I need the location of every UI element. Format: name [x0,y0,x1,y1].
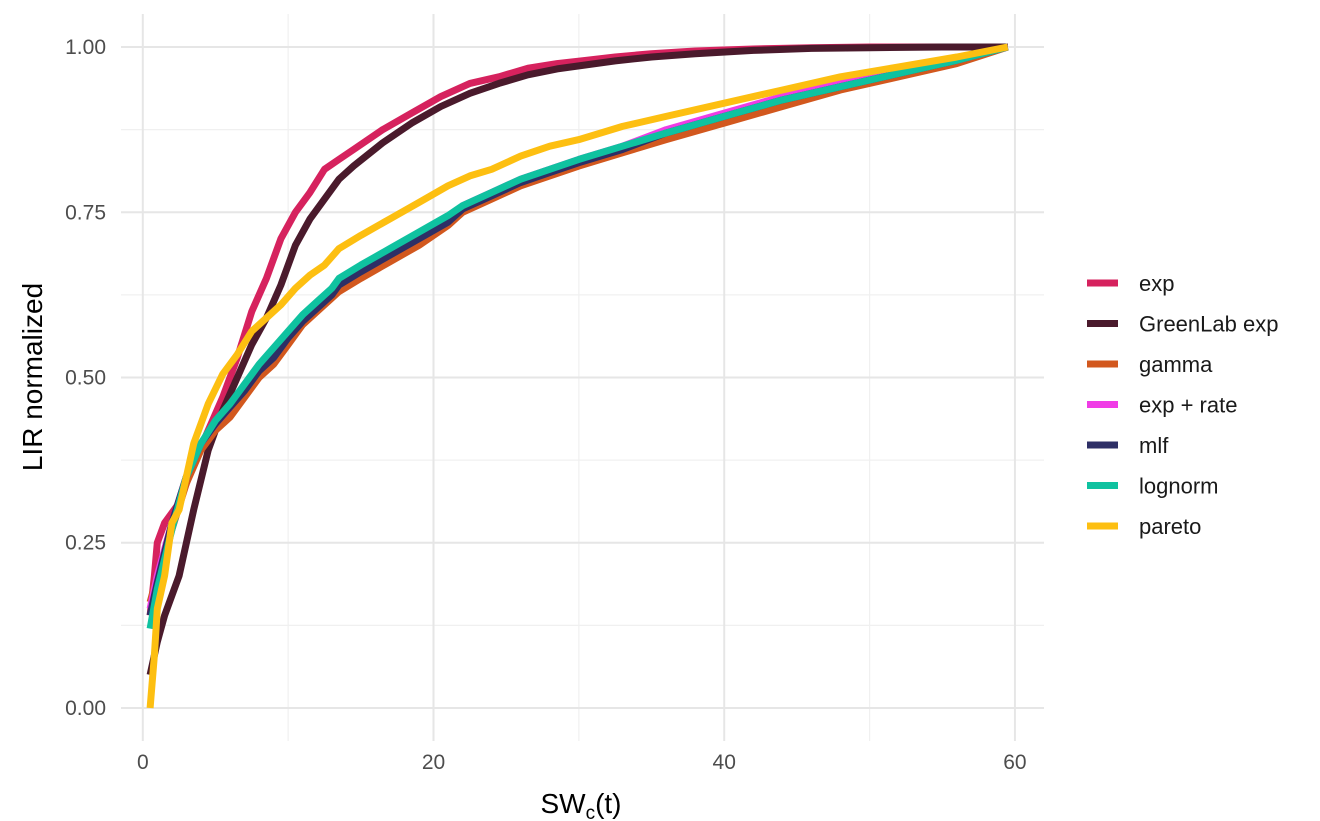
x-tick-label: 20 [422,751,445,774]
y-axis-title: LIR normalized [17,283,48,471]
major-gridlines [121,14,1044,741]
series-line-greenlab-exp [146,43,1008,676]
y-tick-label: 0.75 [65,201,106,224]
legend-label-gamma: gamma [1139,352,1213,377]
legend-label-exp: exp [1139,271,1174,296]
series-lines [146,43,1009,709]
x-tick-label: 0 [137,751,149,774]
x-tick-label: 60 [1003,751,1026,774]
legend-label-greenlab-exp: GreenLab exp [1139,312,1278,337]
y-tick-label: 1.00 [65,36,106,59]
y-tick-labels: 0.00 0.25 0.50 0.75 1.00 [65,36,106,720]
x-tick-labels: 0 20 40 60 [137,751,1027,774]
y-tick-label: 0.25 [65,532,106,555]
legend-label-pareto: pareto [1139,514,1201,539]
x-tick-label: 40 [713,751,736,774]
y-tick-label: 0.00 [65,697,106,720]
legend: exp GreenLab exp gamma exp + rate mlf lognorm… [1087,271,1278,539]
legend-label-lognorm: lognorm [1139,474,1218,499]
series-line-lognorm [146,43,1009,630]
series-line-pareto [146,43,1009,709]
series-line-gamma [146,43,1009,604]
y-tick-label: 0.50 [65,367,106,390]
x-axis-title: SWc(t) [540,788,621,821]
legend-label-exp-rate: exp + rate [1139,393,1237,418]
x-axis-title-suffix: (t) [595,788,621,819]
legend-label-mlf: mlf [1139,433,1169,458]
x-axis-title-subscript: c [586,803,596,821]
x-axis-title-main: SW [540,788,586,819]
